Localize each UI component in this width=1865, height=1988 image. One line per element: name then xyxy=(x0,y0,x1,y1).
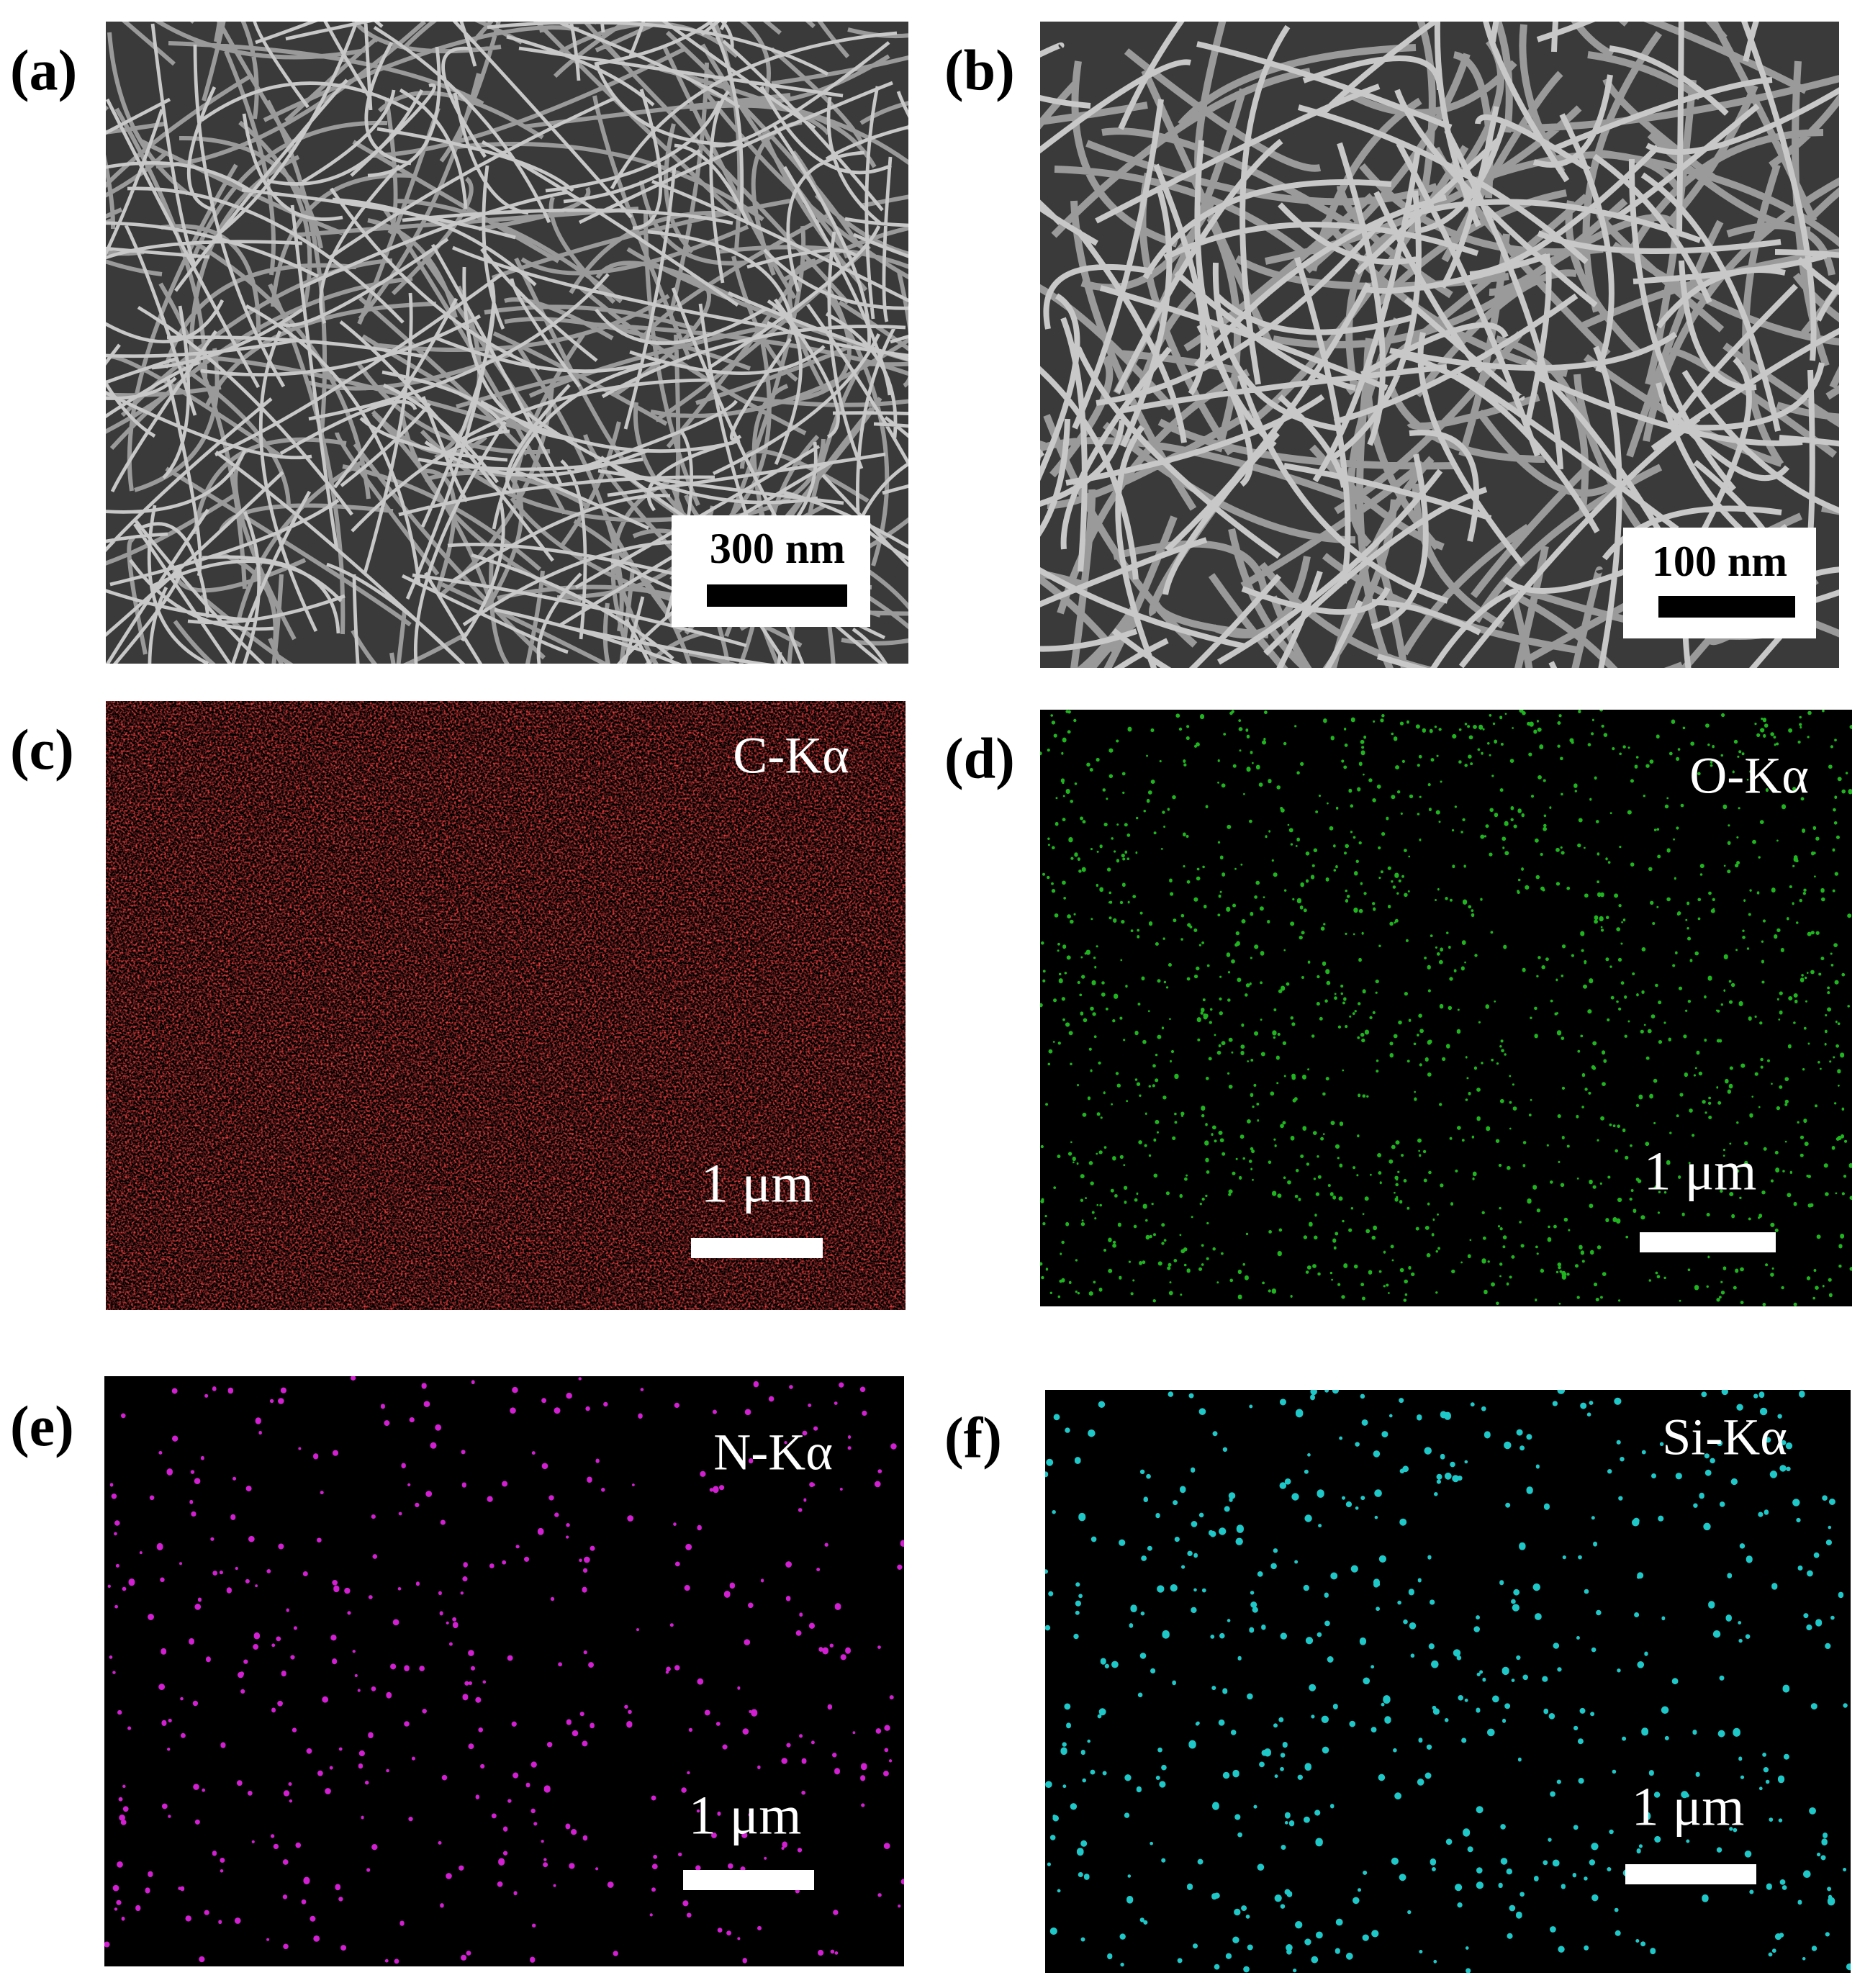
scale-bar xyxy=(1625,1864,1756,1884)
fibers xyxy=(106,22,908,664)
scale-text: 300 nm xyxy=(710,525,845,572)
panel: N-Kα 1 μm (e) xyxy=(10,1376,904,1966)
panel: C-Kα 1 μm (c) xyxy=(10,701,906,1310)
micrograph xyxy=(1040,710,1852,1306)
panel-label: (c) xyxy=(10,718,74,782)
micrograph xyxy=(106,701,906,1310)
scale-text: 100 nm xyxy=(1652,538,1787,585)
background xyxy=(1040,710,1852,1306)
micrograph xyxy=(106,22,908,664)
element-label: O-Kα xyxy=(1689,747,1809,805)
scale-bar xyxy=(707,584,847,607)
fibers xyxy=(1040,22,1839,668)
scale-box xyxy=(1623,528,1816,638)
micrograph xyxy=(104,1376,904,1966)
scale-bar xyxy=(691,1238,823,1258)
micrograph xyxy=(1045,1390,1851,1973)
scale-box xyxy=(672,515,870,627)
panel: O-Kα 1 μm (d) xyxy=(944,710,1852,1306)
element-label: N-Kα xyxy=(713,1424,833,1481)
scale-text: 1 μm xyxy=(1644,1141,1757,1201)
scale-text: 1 μm xyxy=(689,1785,802,1845)
scale-bar xyxy=(1658,596,1795,618)
panel-label: (e) xyxy=(10,1395,74,1458)
background xyxy=(104,1376,904,1966)
panel-label: (f) xyxy=(944,1406,1002,1470)
panel-label: (b) xyxy=(944,39,1015,102)
panel: Si-Kα 1 μm (f) xyxy=(944,1390,1851,1973)
element-label: C-Kα xyxy=(733,727,849,785)
panel-label: (a) xyxy=(10,39,77,102)
scale-bar xyxy=(683,1870,814,1890)
panel: 300 nm (a) xyxy=(10,22,908,664)
scale-text: 1 μm xyxy=(701,1153,814,1214)
scale-bar xyxy=(1640,1232,1776,1252)
panel: 100 nm (b) xyxy=(944,22,1839,668)
panel-label: (d) xyxy=(944,727,1015,790)
signal xyxy=(106,701,906,1310)
signal xyxy=(1040,710,1852,1306)
element-label: Si-Kα xyxy=(1662,1409,1787,1466)
scale-text: 1 μm xyxy=(1632,1776,1745,1837)
